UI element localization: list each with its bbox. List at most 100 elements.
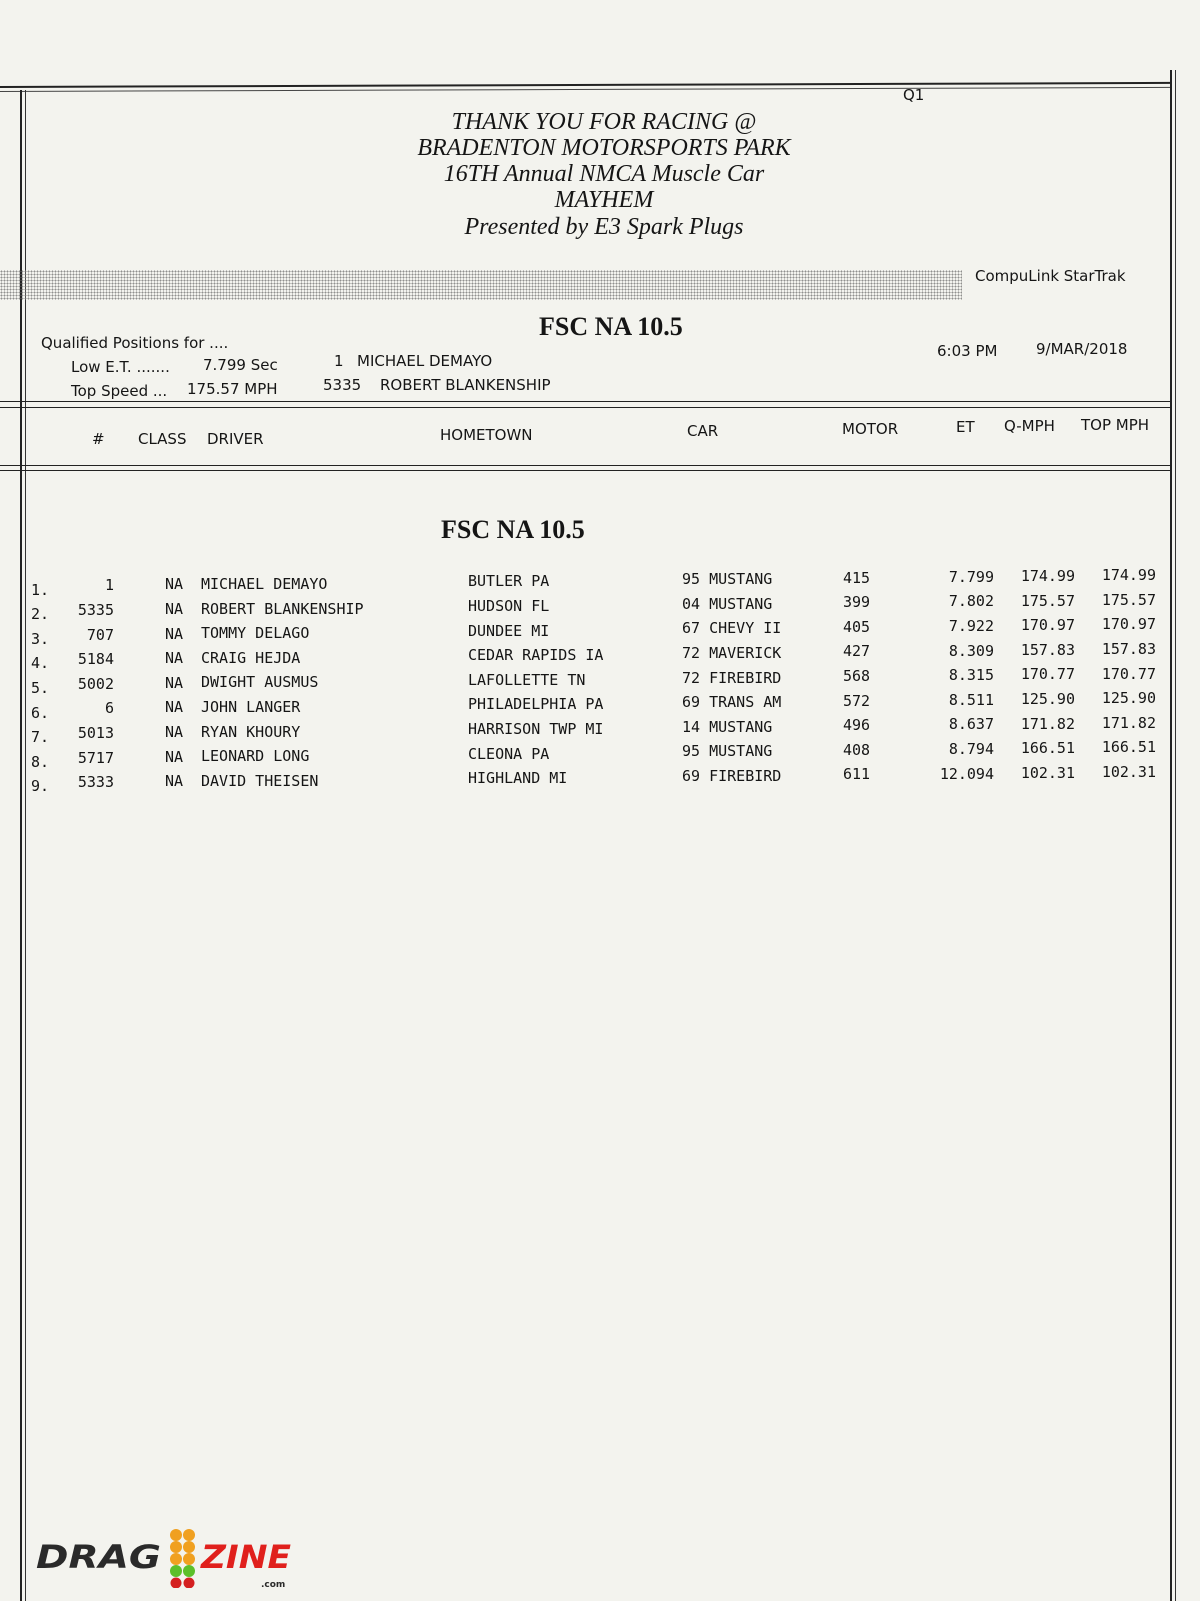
col-top-mph: TOP MPH xyxy=(1081,416,1150,434)
cell-top: 157.83 xyxy=(1101,639,1156,658)
cell-motor: 496 xyxy=(843,716,871,735)
title-line-5: Presented by E3 Spark Plugs xyxy=(464,214,744,240)
table-row: 3. 707 NA TOMMY DELAGO DUNDEE MI 67 CHEVY II 4… xyxy=(0,615,1200,650)
cell-qmph: 174.99 xyxy=(1020,566,1075,585)
cell-top: 170.77 xyxy=(1101,664,1156,683)
cell-qmph: 157.83 xyxy=(1020,640,1075,659)
cell-car: 14 MUSTANG xyxy=(682,717,773,736)
frame-border-right xyxy=(1170,70,1172,1601)
cell-et: 12.094 xyxy=(939,764,994,783)
cell-num: 6 xyxy=(104,699,114,718)
top-speed-value: 175.57 MPH xyxy=(187,380,278,398)
top-speed-car: 5335 xyxy=(323,376,362,394)
cell-pos: 3. xyxy=(31,629,50,648)
cell-num: 5184 xyxy=(77,650,114,669)
col-motor: MOTOR xyxy=(842,420,899,438)
cell-et: 7.922 xyxy=(948,616,994,635)
table-row: 8. 5717 NA LEONARD LONG CLEONA PA 95 MUSTANG 4… xyxy=(0,738,1200,773)
cell-motor: 568 xyxy=(843,666,871,685)
cell-motor: 405 xyxy=(843,617,871,636)
cell-driver: TOMMY DELAGO xyxy=(201,624,310,643)
cell-pos: 7. xyxy=(31,728,50,747)
cell-pos: 6. xyxy=(31,703,50,722)
cell-car: 67 CHEVY II xyxy=(682,619,782,638)
cell-pos: 9. xyxy=(31,777,50,796)
cell-class: NA xyxy=(165,649,184,668)
title-line-4: MAYHEM xyxy=(554,187,654,213)
table-row: 4. 5184 NA CRAIG HEJDA CEDAR RAPIDS IA 72 MAV… xyxy=(0,640,1200,675)
table-row: 7. 5013 NA RYAN KHOURY HARRISON TWP MI 14 MUS… xyxy=(0,714,1200,749)
cell-top: 102.31 xyxy=(1101,762,1156,781)
cell-pos: 8. xyxy=(31,752,50,771)
cell-driver: JOHN LANGER xyxy=(201,698,301,716)
cell-pos: 5. xyxy=(31,679,50,698)
cell-qmph: 166.51 xyxy=(1020,739,1075,758)
low-et-label: Low E.T. ....... xyxy=(71,358,170,376)
title-line-2: BRADENTON MOTORSPORTS PARK xyxy=(417,135,791,161)
cell-qmph: 125.90 xyxy=(1020,689,1075,708)
cell-hometown: HARRISON TWP MI xyxy=(468,719,604,738)
divider xyxy=(0,465,1172,466)
cell-et: 8.309 xyxy=(948,641,994,660)
cell-hometown: BUTLER PA xyxy=(468,572,550,591)
table-row: 9. 5333 NA DAVID THEISEN HIGHLAND MI 69 FIREB… xyxy=(0,763,1200,798)
low-et-value: 7.799 Sec xyxy=(203,356,278,374)
col-class: CLASS xyxy=(138,430,187,448)
divider xyxy=(0,401,1172,402)
cell-motor: 427 xyxy=(843,642,871,661)
cell-class: NA xyxy=(165,698,184,717)
cell-driver: DWIGHT AUSMUS xyxy=(201,673,319,692)
cell-driver: DAVID THEISEN xyxy=(201,771,319,790)
dotted-band xyxy=(0,270,962,300)
frame-border-right-inner xyxy=(1175,70,1176,1601)
cell-top: 175.57 xyxy=(1101,590,1156,609)
title-line-1: THANK YOU FOR RACING @ xyxy=(451,109,757,135)
svg-text:.com: .com xyxy=(261,1580,285,1588)
cell-hometown: CLEONA PA xyxy=(468,744,550,763)
cell-top: 174.99 xyxy=(1101,566,1156,585)
timing-system: CompuLink StarTrak xyxy=(975,267,1126,285)
cell-qmph: 175.57 xyxy=(1020,591,1075,610)
cell-pos: 1. xyxy=(31,580,50,599)
col-num: # xyxy=(92,430,105,448)
cell-driver: CRAIG HEJDA xyxy=(201,648,301,667)
cell-car: 69 TRANS AM xyxy=(682,693,782,712)
top-speed-driver: ROBERT BLANKENSHIP xyxy=(380,376,551,394)
cell-et: 8.637 xyxy=(948,715,994,734)
cell-class: NA xyxy=(165,624,184,643)
cell-driver: RYAN KHOURY xyxy=(201,722,301,741)
cell-num: 5335 xyxy=(77,601,114,619)
qualifying-round: Q1 xyxy=(903,86,925,104)
cell-motor: 572 xyxy=(843,691,871,710)
cell-car: 72 FIREBIRD xyxy=(682,668,782,687)
cell-top: 170.97 xyxy=(1101,615,1156,634)
cell-num: 1 xyxy=(104,576,114,595)
frame-border-left-inner xyxy=(25,90,26,1601)
cell-hometown: LAFOLLETTE TN xyxy=(468,670,586,689)
col-car: CAR xyxy=(687,422,719,440)
cell-num: 707 xyxy=(86,625,114,644)
cell-qmph: 171.82 xyxy=(1020,714,1075,733)
col-qmph: Q-MPH xyxy=(1004,417,1055,435)
cell-hometown: HIGHLAND MI xyxy=(468,769,568,788)
report-date: 9/MAR/2018 xyxy=(1036,340,1128,358)
cell-et: 8.315 xyxy=(948,666,994,685)
svg-text:DRAG: DRAG xyxy=(36,1538,161,1576)
cell-class: NA xyxy=(165,722,184,741)
divider xyxy=(0,470,1172,471)
col-hometown: HOMETOWN xyxy=(440,426,533,444)
report-time: 6:03 PM xyxy=(937,342,998,360)
cell-class: NA xyxy=(165,747,184,766)
cell-driver: LEONARD LONG xyxy=(201,747,310,766)
cell-class: NA xyxy=(165,772,184,791)
cell-qmph: 170.97 xyxy=(1020,616,1075,635)
cell-et: 7.802 xyxy=(948,592,994,611)
col-et: ET xyxy=(956,418,975,436)
low-et-car: 1 xyxy=(334,352,344,370)
cell-car: 04 MUSTANG xyxy=(682,594,773,613)
cell-num: 5013 xyxy=(77,724,114,742)
dragzine-logo: DRAG ZINE .com xyxy=(36,1529,291,1588)
table-row: 2. 5335 NA ROBERT BLANKENSHIP HUDSON FL 04 MU… xyxy=(0,591,1200,626)
cell-hometown: CEDAR RAPIDS IA xyxy=(468,646,604,665)
cell-car: 95 MUSTANG xyxy=(682,570,773,589)
